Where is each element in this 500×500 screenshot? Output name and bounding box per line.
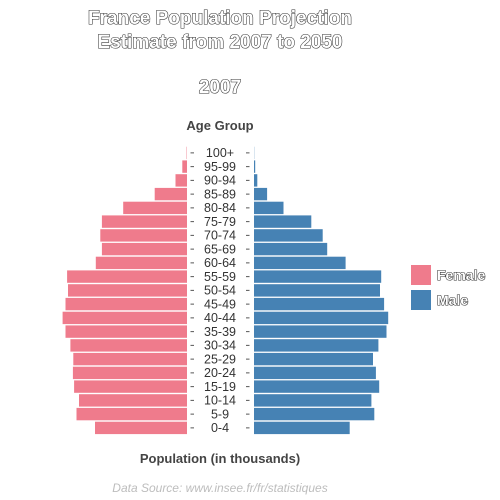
age-tick-label-45-49: 45-49 [204, 297, 236, 311]
year-label: 2007 [199, 77, 241, 98]
x-axis-title: Population (in thousands) [140, 451, 300, 466]
bar-male-90-94 [254, 174, 258, 187]
bar-female-80-84 [123, 201, 187, 215]
bar-female-75-79 [101, 215, 187, 228]
age-tick-label-80-84: 80-84 [204, 201, 236, 215]
bar-male-25-29 [254, 352, 373, 366]
bar-female-35-39 [65, 325, 187, 338]
age-tick-label-0-4: 0-4 [211, 421, 229, 435]
age-tick-label-10-14: 10-14 [204, 394, 236, 408]
age-tick-label-20-24: 20-24 [204, 366, 236, 380]
age-tick-label-65-69: 65-69 [204, 242, 236, 256]
bar-male-85-89 [254, 187, 268, 201]
bar-female-40-44 [62, 311, 187, 325]
bar-female-60-64 [95, 256, 187, 270]
bar-female-30-34 [70, 339, 187, 352]
bar-male-0-4 [254, 421, 350, 435]
bar-male-60-64 [254, 256, 346, 270]
bar-female-10-14 [79, 394, 187, 407]
age-tick-label-70-74: 70-74 [204, 229, 236, 243]
bar-male-70-74 [254, 229, 323, 242]
chart-title-line-1: France Population Projection [88, 8, 352, 29]
bar-female-45-49 [65, 297, 187, 311]
legend-label-female: Female [437, 267, 485, 283]
bar-male-55-59 [254, 270, 382, 283]
age-tick-label-5-9: 5-9 [211, 407, 229, 421]
bar-female-65-69 [101, 242, 187, 256]
age-tick-label-100plus: 100+ [206, 146, 234, 160]
bar-male-40-44 [254, 311, 389, 325]
bar-female-50-54 [68, 284, 187, 297]
bar-female-95-99 [182, 160, 187, 173]
bar-male-30-34 [254, 339, 379, 352]
age-tick-labels: 100+95-9990-9485-8980-8475-7970-7465-696… [190, 146, 250, 435]
chart-title-line-2: Estimate from 2007 to 2050 [97, 32, 342, 53]
bar-male-65-69 [254, 242, 328, 256]
age-tick-label-30-34: 30-34 [204, 339, 236, 353]
bar-female-85-89 [154, 187, 187, 201]
bar-female-25-29 [73, 352, 187, 366]
bar-female-20-24 [72, 366, 187, 380]
age-tick-label-40-44: 40-44 [204, 311, 236, 325]
legend-label-male: Male [437, 292, 468, 308]
legend-swatch-female [411, 265, 431, 285]
age-tick-label-95-99: 95-99 [204, 160, 236, 174]
bar-male-15-19 [254, 380, 380, 393]
bar-male-10-14 [254, 394, 372, 407]
age-tick-label-15-19: 15-19 [204, 380, 236, 394]
y-axis-title: Age Group [186, 118, 253, 133]
data-source-note: Data Source: www.insee.fr/fr/statistique… [112, 481, 327, 495]
bar-male-50-54 [254, 284, 380, 297]
bar-female-70-74 [100, 229, 187, 242]
bar-male-35-39 [254, 325, 387, 338]
age-tick-label-50-54: 50-54 [204, 284, 236, 298]
age-tick-label-60-64: 60-64 [204, 256, 236, 270]
bar-male-20-24 [254, 366, 376, 380]
legend-swatch-male [411, 290, 431, 310]
legend: Female Male [411, 265, 486, 310]
age-tick-label-25-29: 25-29 [204, 352, 236, 366]
bars-group [62, 146, 389, 435]
bar-male-45-49 [254, 297, 385, 311]
age-tick-label-90-94: 90-94 [204, 174, 236, 188]
age-tick-label-35-39: 35-39 [204, 325, 236, 339]
age-tick-label-55-59: 55-59 [204, 270, 236, 284]
bar-female-90-94 [175, 174, 187, 187]
bar-female-0-4 [95, 421, 187, 435]
bar-female-15-19 [74, 380, 187, 393]
bar-male-5-9 [254, 407, 375, 421]
bar-female-55-59 [67, 270, 187, 283]
bar-male-75-79 [254, 215, 312, 228]
bar-male-95-99 [254, 160, 256, 173]
age-tick-label-75-79: 75-79 [204, 215, 236, 229]
bar-male-80-84 [254, 201, 284, 215]
bar-female-5-9 [76, 407, 187, 421]
age-tick-label-85-89: 85-89 [204, 187, 236, 201]
